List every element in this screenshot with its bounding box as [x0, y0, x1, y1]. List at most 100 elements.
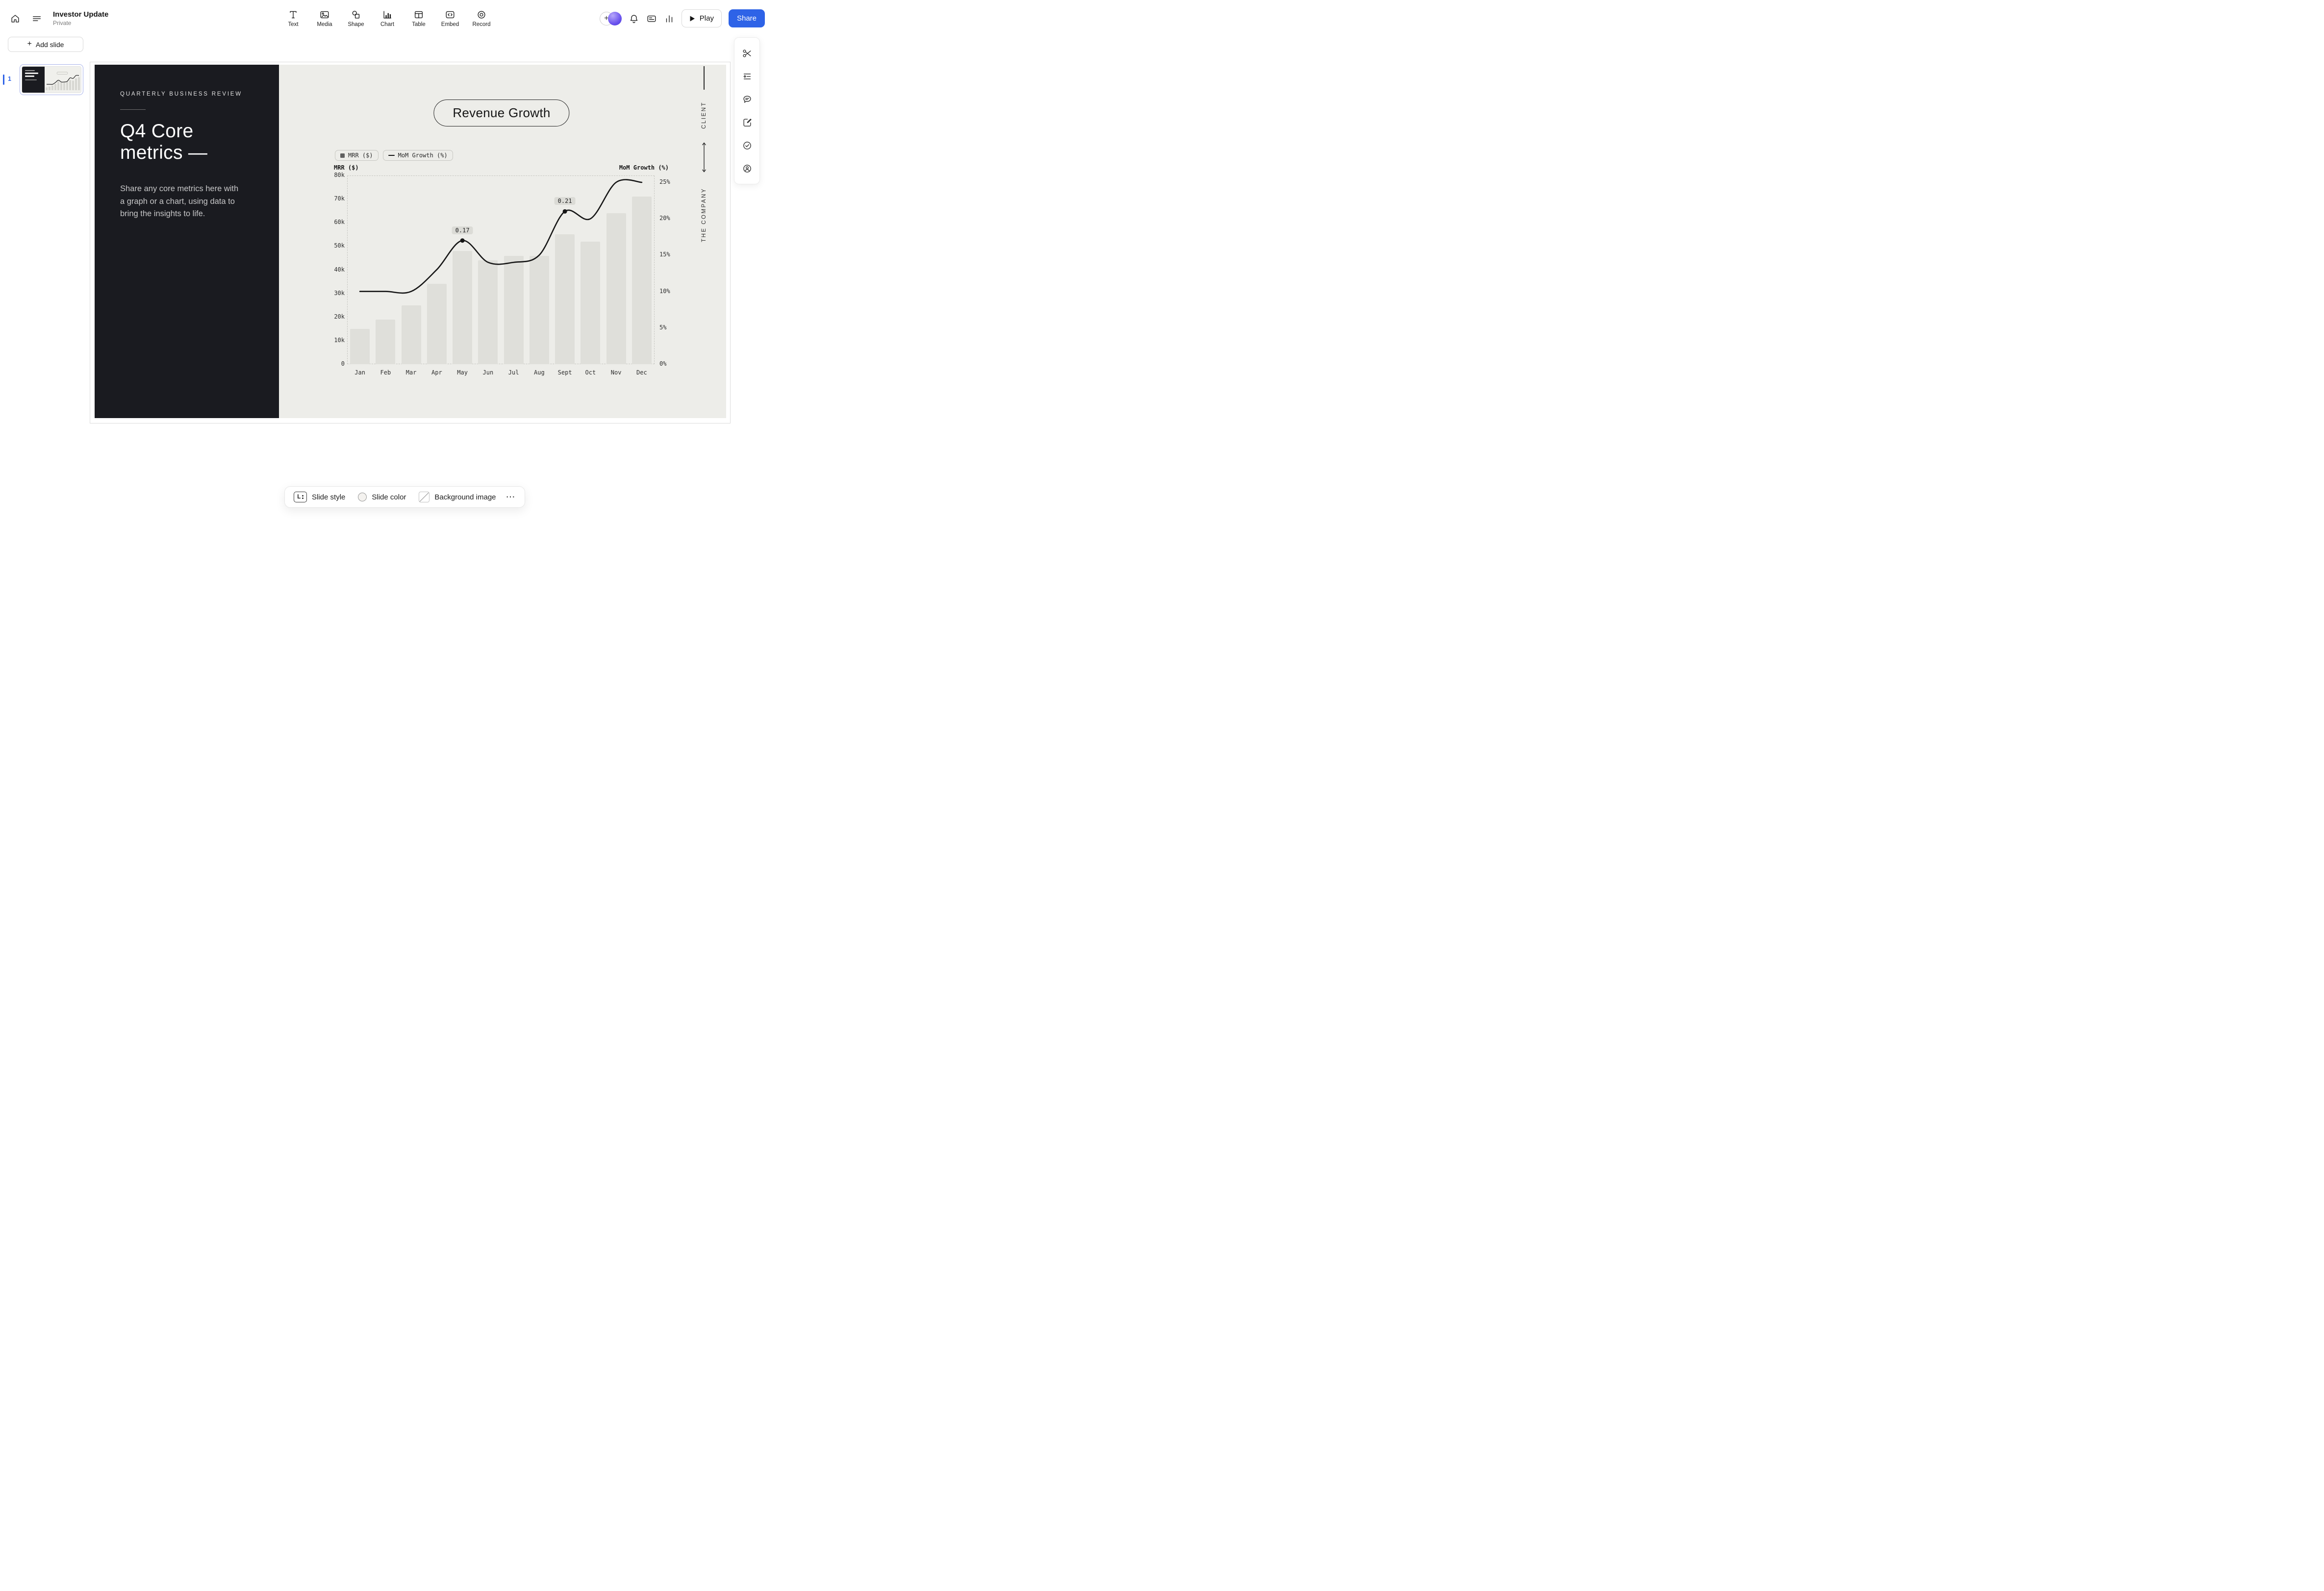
- card-view-button[interactable]: [646, 13, 657, 24]
- document-privacy[interactable]: Private: [53, 20, 72, 26]
- slide-chart-panel[interactable]: Revenue Growth MRR ($) MoM Growth (%) MR…: [279, 65, 726, 418]
- right-axis-tick: 15%: [659, 251, 670, 258]
- x-axis-tick: May: [457, 369, 468, 376]
- tool-label: Shape: [348, 22, 364, 27]
- play-label: Play: [699, 14, 714, 23]
- slide-thumbnail[interactable]: [20, 64, 83, 95]
- bar[interactable]: [504, 255, 524, 364]
- insert-chart-button[interactable]: Chart: [375, 9, 400, 27]
- bar[interactable]: [401, 305, 421, 364]
- color-swatch-icon: [358, 493, 367, 501]
- play-icon: [690, 16, 695, 21]
- bar[interactable]: [427, 284, 447, 364]
- outline-button[interactable]: [734, 65, 759, 88]
- insert-shape-button[interactable]: Shape: [343, 9, 369, 27]
- slide-title-line1: Q4 Core: [120, 121, 194, 142]
- client-label: CLIENT: [701, 101, 707, 129]
- bar[interactable]: [478, 260, 498, 364]
- more-options-button[interactable]: ⋯: [505, 492, 516, 502]
- chart-legend: MRR ($) MoM Growth (%): [335, 150, 453, 161]
- x-axis-tick: Aug: [534, 369, 545, 376]
- bar[interactable]: [350, 328, 370, 364]
- slide-body-text[interactable]: Share any core metrics here with a graph…: [120, 184, 239, 219]
- bell-icon: [630, 14, 637, 23]
- comments-button[interactable]: [734, 88, 759, 111]
- text-icon: [290, 11, 297, 19]
- home-button[interactable]: [10, 13, 21, 24]
- slide-canvas[interactable]: QUARTERLY BUSINESS REVIEW Q4 Core metrics…: [90, 62, 731, 423]
- slide: QUARTERLY BUSINESS REVIEW Q4 Core metrics…: [95, 65, 726, 418]
- slide-title[interactable]: Q4 Core metrics —: [120, 121, 257, 164]
- bar[interactable]: [376, 319, 396, 364]
- bar[interactable]: [555, 234, 575, 364]
- notifications-button[interactable]: [629, 13, 639, 24]
- contacts-button[interactable]: [734, 157, 759, 180]
- home-icon: [11, 14, 19, 23]
- x-axis-tick: Jun: [482, 369, 494, 376]
- share-button[interactable]: Share: [728, 9, 765, 27]
- bar[interactable]: [529, 255, 549, 364]
- thumbnail-chart-panel: [44, 67, 81, 93]
- collaborators[interactable]: +: [599, 11, 622, 26]
- x-axis-tick: Nov: [610, 369, 622, 376]
- card-icon: [647, 15, 656, 22]
- vertical-line: [704, 66, 705, 90]
- analytics-button[interactable]: [664, 13, 675, 24]
- menu-button[interactable]: [31, 13, 42, 24]
- outline-icon: [743, 73, 751, 79]
- chart-title-pill[interactable]: Revenue Growth: [433, 99, 570, 126]
- slide-color-button[interactable]: Slide color: [358, 493, 406, 501]
- slide-style-button[interactable]: L Slide style: [294, 492, 345, 502]
- bar[interactable]: [632, 197, 652, 364]
- checklist-button[interactable]: [734, 134, 759, 157]
- background-image-label: Background image: [434, 493, 496, 501]
- plus-icon: +: [27, 40, 32, 48]
- tool-label: Record: [472, 22, 491, 27]
- slide-side-decoration: CLIENT THE COMPANY: [700, 65, 708, 242]
- x-axis-tick: Apr: [431, 369, 442, 376]
- legend-item-mom-growth[interactable]: MoM Growth (%): [382, 150, 453, 161]
- left-axis-tick: 70k: [334, 195, 345, 202]
- play-button[interactable]: Play: [681, 9, 722, 27]
- insert-embed-button[interactable]: Embed: [437, 9, 463, 27]
- line-swatch-icon: [388, 154, 395, 156]
- design-tools-button[interactable]: [734, 42, 759, 65]
- bar[interactable]: [453, 251, 473, 364]
- document-title[interactable]: Investor Update: [53, 10, 109, 19]
- right-axis-title: MoM Growth (%): [619, 164, 669, 171]
- embed-icon: [446, 11, 455, 19]
- bar[interactable]: [606, 213, 626, 364]
- comment-icon: [743, 95, 751, 103]
- thumbnail-text-panel: [22, 67, 45, 93]
- bar[interactable]: [581, 241, 601, 364]
- chart-title: Revenue Growth: [453, 105, 551, 120]
- double-arrow-icon: [702, 142, 707, 173]
- background-image-button[interactable]: Background image: [419, 492, 496, 502]
- hamburger-icon: [32, 16, 41, 21]
- thumbnail-chart: [45, 72, 80, 90]
- insert-table-button[interactable]: Table: [406, 9, 431, 27]
- chart-area[interactable]: 0.17 0.21 80k 70k 60k 50k 40k 30k 20k 10k 0 25% 20% 1…: [279, 65, 726, 418]
- media-icon: [320, 11, 329, 19]
- slide-eyebrow[interactable]: QUARTERLY BUSINESS REVIEW: [120, 91, 242, 97]
- company-label: THE COMPANY: [701, 187, 707, 242]
- insert-record-button[interactable]: Record: [469, 9, 494, 27]
- legend-item-mrr[interactable]: MRR ($): [335, 150, 379, 161]
- slide-number: 1: [8, 75, 11, 82]
- left-axis-tick: 0: [341, 360, 345, 367]
- insert-text-button[interactable]: Text: [280, 9, 306, 27]
- insert-toolbar: Text Media Shape Chart Table Embed: [280, 0, 494, 37]
- insert-media-button[interactable]: Media: [312, 9, 337, 27]
- avatar[interactable]: [607, 11, 622, 25]
- data-label: 0.21: [554, 197, 576, 205]
- check-circle-icon: [743, 141, 751, 149]
- x-axis-tick: Mar: [405, 369, 417, 376]
- left-axis-tick: 80k: [334, 172, 345, 178]
- slide-text-panel[interactable]: QUARTERLY BUSINESS REVIEW Q4 Core metrics…: [95, 65, 279, 418]
- notes-button[interactable]: [734, 111, 759, 134]
- top-bar-right: + Play Share: [599, 0, 765, 37]
- add-slide-button[interactable]: + Add slide: [8, 37, 83, 52]
- right-axis-tick: 0%: [659, 360, 667, 367]
- growth-line[interactable]: [347, 175, 655, 364]
- notes-icon: [743, 118, 752, 126]
